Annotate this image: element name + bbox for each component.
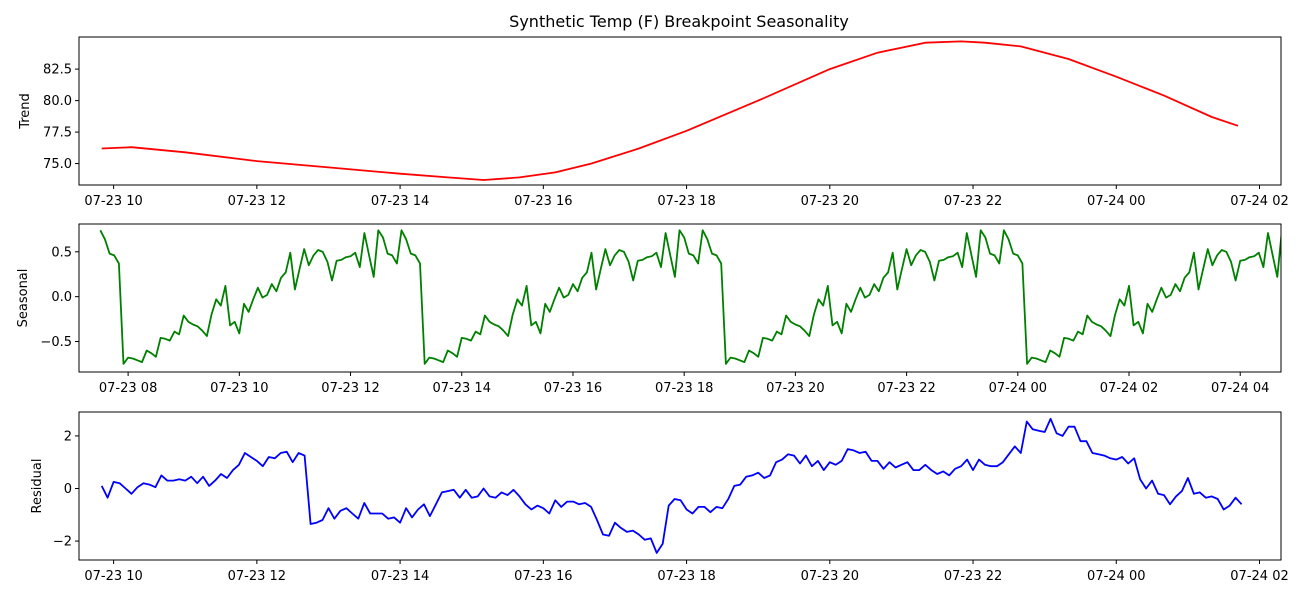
residual-xtick-label: 07-23 20 [801, 569, 859, 584]
trend-xtick-label: 07-24 02 [1230, 194, 1288, 209]
residual-ytick-label: −2 [53, 535, 72, 550]
residual-series-line [100, 417, 1243, 554]
trend-ytick-label: 77.5 [43, 126, 72, 141]
seasonal-xtick-label: 07-24 00 [989, 381, 1047, 396]
trend-ytick-label: 82.5 [43, 63, 72, 78]
trend-ylabel: Trend [18, 93, 33, 130]
seasonal-ytick-label: −0.5 [40, 335, 72, 350]
seasonal-panel: −0.5 0.0 0.5 07-23 08 07-23 10 07-23 12 07-23 … [16, 223, 1282, 396]
residual-xtick-label: 07-23 12 [228, 569, 286, 584]
seasonal-ytick-label: 0.0 [51, 290, 72, 305]
seasonal-series-line [99, 229, 1281, 365]
residual-xtick-label: 07-24 02 [1230, 569, 1288, 584]
seasonal-ytick-label: 0.5 [51, 245, 72, 260]
trend-xtick-label: 07-23 16 [514, 194, 572, 209]
seasonal-xtick-label: 07-23 10 [210, 381, 268, 396]
trend-xtick-label: 07-24 00 [1087, 194, 1145, 209]
seasonal-xtick-label: 07-23 12 [321, 381, 379, 396]
trend-ytick-label: 75.0 [43, 157, 72, 172]
trend-panel: 75.0 77.5 80.0 82.5 07-23 10 07-23 12 07-23 14… [18, 36, 1289, 209]
trend-xtick-label: 07-23 12 [228, 194, 286, 209]
trend-ytick-label: 80.0 [43, 94, 72, 109]
residual-ytick-label: 0 [64, 482, 72, 497]
seasonal-ylabel: Seasonal [16, 269, 31, 328]
trend-axes-frame [78, 36, 1282, 186]
trend-xtick-label: 07-23 14 [371, 194, 429, 209]
residual-axes-frame [78, 411, 1282, 561]
trend-xtick-label: 07-23 22 [944, 194, 1002, 209]
seasonal-xtick-label: 07-23 14 [433, 381, 491, 396]
seasonal-xtick-label: 07-24 02 [1100, 381, 1158, 396]
residual-xtick-label: 07-24 00 [1087, 569, 1145, 584]
trend-series-line [101, 40, 1239, 181]
figure-title: Synthetic Temp (F) Breakpoint Seasonalit… [509, 12, 849, 31]
seasonal-xtick-label: 07-23 08 [99, 381, 157, 396]
trend-xtick-label: 07-23 20 [801, 194, 859, 209]
residual-xtick-label: 07-23 10 [84, 569, 142, 584]
seasonal-axes-frame [78, 223, 1282, 373]
seasonal-xtick-label: 07-23 18 [655, 381, 713, 396]
residual-ylabel: Residual [30, 459, 45, 514]
seasonal-xtick-label: 07-24 04 [1211, 381, 1269, 396]
seasonal-xtick-label: 07-23 20 [766, 381, 824, 396]
seasonal-xtick-label: 07-23 16 [544, 381, 602, 396]
residual-xtick-label: 07-23 16 [514, 569, 572, 584]
seasonal-xtick-label: 07-23 22 [877, 381, 935, 396]
residual-xtick-label: 07-23 14 [371, 569, 429, 584]
trend-xtick-label: 07-23 10 [84, 194, 142, 209]
residual-xtick-label: 07-23 22 [944, 569, 1002, 584]
trend-xtick-label: 07-23 18 [657, 194, 715, 209]
residual-panel: −2 0 2 07-23 10 07-23 12 07-23 14 07-23 16 07-2… [30, 411, 1289, 584]
residual-ytick-label: 2 [64, 429, 72, 444]
residual-xtick-label: 07-23 18 [657, 569, 715, 584]
panels: 75.0 77.5 80.0 82.5 07-23 10 07-23 12 07-23 14… [16, 36, 1289, 584]
